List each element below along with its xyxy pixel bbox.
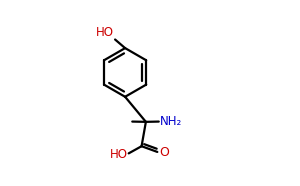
Text: HO: HO [110, 147, 128, 161]
Text: O: O [159, 146, 169, 159]
Text: HO: HO [96, 26, 114, 39]
Text: NH₂: NH₂ [160, 115, 182, 128]
